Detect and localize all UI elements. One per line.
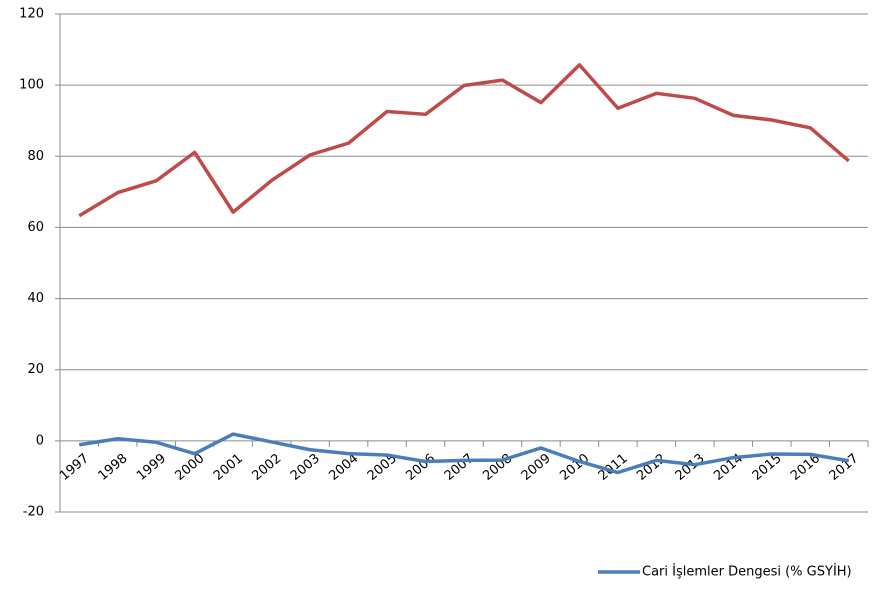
y-tick-label: 40 xyxy=(27,291,44,306)
series-line xyxy=(78,432,850,475)
series-line xyxy=(78,63,850,218)
x-tick-label: 2009 xyxy=(519,451,554,484)
x-tick-label: 2004 xyxy=(326,451,361,484)
x-tick-label: 2007 xyxy=(442,451,477,484)
x-tick-label: 2006 xyxy=(403,451,438,484)
x-tick-label: 2002 xyxy=(249,451,284,484)
y-tick-label: 60 xyxy=(27,220,44,235)
x-tick-label: 2000 xyxy=(172,451,207,484)
y-tick-label: 80 xyxy=(27,149,44,164)
y-tick-label: -20 xyxy=(23,505,44,520)
y-tick-label: 20 xyxy=(27,362,44,377)
x-tick-label: 2001 xyxy=(211,451,246,484)
x-tick-label: 1999 xyxy=(134,451,169,484)
x-tick-label: 1998 xyxy=(96,451,131,484)
x-tick-label: 2013 xyxy=(673,451,708,484)
legend-label: Cari İşlemler Dengesi (% GSYİH) xyxy=(642,564,852,580)
y-tick-label: 0 xyxy=(36,433,44,448)
x-tick-label: 2003 xyxy=(288,451,323,484)
x-tick-label: 1997 xyxy=(57,451,92,484)
y-tick-label: 100 xyxy=(19,78,44,93)
y-tick-label: 120 xyxy=(19,7,44,22)
x-tick-label: 2017 xyxy=(827,451,862,484)
